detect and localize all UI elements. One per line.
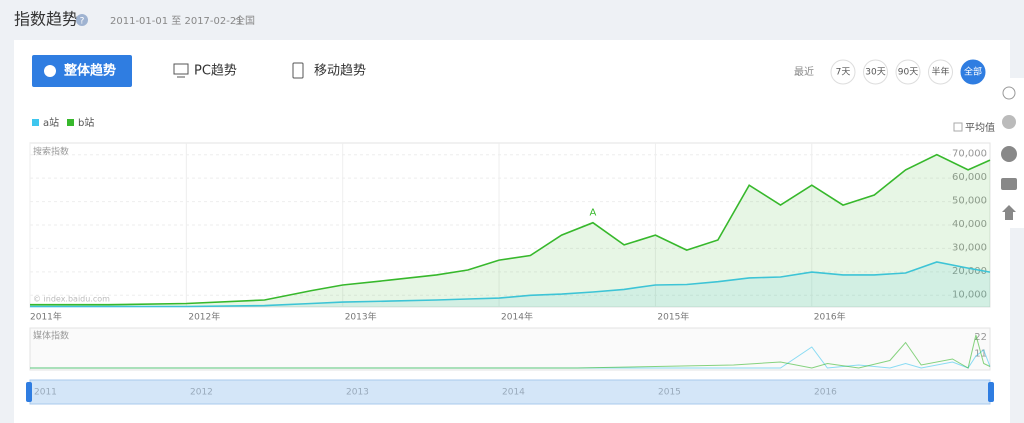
- range-buttons: 7天 30天 90天 半年 全部: [830, 59, 986, 85]
- range-button-label[interactable]: 90天: [898, 68, 918, 78]
- range-button[interactable]: [960, 59, 986, 85]
- share-icon[interactable]: [1002, 86, 1016, 100]
- y-tick-label: 60,000: [952, 172, 987, 183]
- range-button[interactable]: [895, 59, 921, 85]
- navigator-handle[interactable]: [26, 382, 32, 402]
- x-tick-label: 2011年: [30, 311, 62, 323]
- y-tick-label: 30,000: [952, 242, 987, 253]
- navigator-label: 2012: [190, 388, 213, 398]
- tab-label[interactable]: 移动趋势: [314, 63, 366, 79]
- navigator-handle[interactable]: [988, 382, 994, 402]
- y-tick-label: 70,000: [952, 149, 987, 160]
- pc-icon: [173, 63, 189, 75]
- favorite-icon[interactable]: [1002, 115, 1016, 129]
- help-icon[interactable]: [76, 14, 88, 26]
- series-line: [30, 346, 991, 369]
- navigator-label: 2015: [658, 388, 681, 398]
- series-area: [30, 262, 990, 307]
- tab-label[interactable]: 整体趋势: [63, 63, 116, 79]
- help-icon[interactable]: [1001, 146, 1017, 162]
- annotation: A: [589, 208, 596, 219]
- legend-swatch: [32, 119, 39, 126]
- help-glyph: ?: [80, 17, 85, 27]
- average-checkbox[interactable]: [953, 122, 963, 132]
- navigator-label: 2016: [814, 388, 837, 398]
- range-button[interactable]: [863, 59, 888, 85]
- x-tick-label: 2016年: [814, 311, 846, 323]
- legend-label[interactable]: b站: [78, 116, 94, 129]
- navigator-labels: 2011 2012 2013 2014 2015 2016: [34, 388, 837, 398]
- y-axis-title: 媒体指数: [33, 330, 69, 342]
- y-tick-label: 50,000: [952, 196, 987, 207]
- range-button-label[interactable]: 半年: [931, 66, 949, 78]
- region: 全国: [235, 14, 255, 27]
- top-icon[interactable]: [1002, 205, 1016, 220]
- series-line: [30, 261, 991, 308]
- range-button[interactable]: [830, 59, 856, 85]
- x-tick-label: 2015年: [657, 311, 689, 323]
- average-label[interactable]: 平均值: [965, 121, 995, 134]
- x-tick-label: 2014年: [501, 311, 533, 323]
- mobile-icon: [292, 62, 304, 79]
- x-tick-label: 2012年: [188, 311, 220, 323]
- watermark: © index.baidu.com: [33, 295, 110, 304]
- navigator-label: 2014: [502, 388, 525, 398]
- page-title: 指数趋势: [14, 10, 78, 29]
- series-line: [30, 334, 991, 369]
- y-tick-label: 10,000: [952, 289, 987, 300]
- range-button-label[interactable]: 全部: [964, 66, 982, 78]
- tab-label[interactable]: PC趋势: [194, 63, 237, 79]
- y-tick-label: 20,000: [952, 266, 987, 277]
- legend-swatch: [67, 119, 74, 126]
- range-button[interactable]: [928, 59, 953, 85]
- legend: a站 b站: [32, 116, 94, 129]
- navigator-label: 2011: [34, 388, 57, 398]
- tab-icon: [44, 65, 56, 77]
- series-line: [30, 153, 991, 306]
- date-range: 2011-01-01 至 2017-02-21: [110, 15, 243, 27]
- tab-active[interactable]: [32, 55, 132, 87]
- legend-label[interactable]: a站: [43, 116, 59, 129]
- range-button-label[interactable]: 30天: [865, 68, 885, 78]
- range-label: 最近: [794, 65, 814, 78]
- navigator-label: 2013: [346, 388, 369, 398]
- y-tick-label: 22: [974, 332, 987, 343]
- y-axis-title: 搜索指数: [33, 146, 69, 158]
- series-area: [30, 154, 990, 307]
- comment-icon[interactable]: [1001, 178, 1017, 190]
- x-tick-label: 2013年: [345, 311, 377, 323]
- y-tick-label: 40,000: [952, 219, 987, 230]
- range-button-label[interactable]: 7天: [836, 68, 851, 78]
- media-frame: [29, 327, 991, 371]
